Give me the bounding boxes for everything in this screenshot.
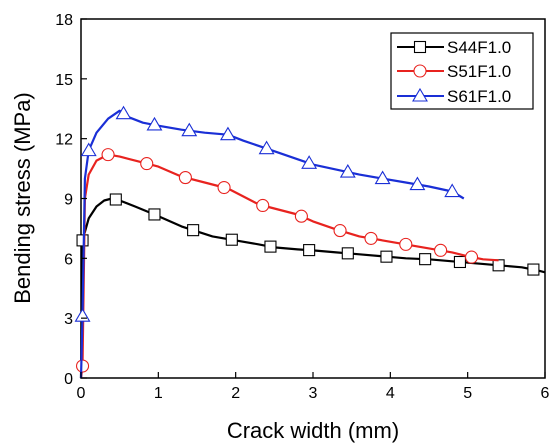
x-tick-label: 1 bbox=[154, 385, 163, 402]
data-point-s61f1.0 bbox=[74, 308, 91, 322]
legend: S44F1.0 S51F1.0 S61F1.0 bbox=[390, 32, 534, 110]
x-tick-label: 5 bbox=[463, 385, 472, 402]
data-point-s51f1.0 bbox=[217, 180, 231, 195]
y-tick-label: 6 bbox=[64, 251, 73, 268]
data-point-s44f1.0 bbox=[76, 234, 89, 247]
data-point-s51f1.0 bbox=[399, 237, 413, 251]
legend-label-s61: S61F1.0 bbox=[447, 87, 511, 106]
y-tick-label: 9 bbox=[64, 192, 73, 209]
data-point-s44f1.0 bbox=[187, 224, 200, 237]
data-point-s44f1.0 bbox=[341, 247, 354, 260]
legend-marker-square bbox=[413, 40, 427, 54]
data-point-s44f1.0 bbox=[527, 263, 540, 276]
data-point-s61f1.0 bbox=[80, 142, 97, 157]
y-tick-label: 18 bbox=[55, 12, 73, 29]
data-point-s61f1.0 bbox=[181, 122, 198, 137]
data-point-s61f1.0 bbox=[219, 126, 236, 141]
data-point-s44f1.0 bbox=[419, 253, 432, 266]
x-axis-label: Crack width (mm) bbox=[227, 418, 399, 443]
data-point-s51f1.0 bbox=[294, 209, 308, 223]
data-point-s51f1.0 bbox=[464, 250, 479, 264]
data-point-s44f1.0 bbox=[225, 233, 238, 246]
y-tick-label: 12 bbox=[55, 132, 73, 149]
data-point-s44f1.0 bbox=[492, 259, 505, 272]
data-point-s51f1.0 bbox=[75, 359, 90, 373]
x-tick-label: 2 bbox=[231, 385, 240, 402]
legend-marker-circle bbox=[413, 64, 427, 78]
data-point-s61f1.0 bbox=[115, 105, 132, 120]
data-point-s44f1.0 bbox=[109, 193, 122, 206]
legend-marker-triangle bbox=[412, 87, 428, 102]
x-tick-label: 0 bbox=[77, 385, 86, 402]
series-line-s44f1.0 bbox=[79, 197, 546, 379]
x-tick-label: 6 bbox=[541, 385, 550, 402]
data-point-s61f1.0 bbox=[444, 183, 461, 198]
data-point-s61f1.0 bbox=[301, 155, 318, 169]
y-axis-label: Bending stress (MPa) bbox=[10, 92, 35, 304]
data-point-s51f1.0 bbox=[333, 224, 347, 238]
y-tick-label: 15 bbox=[55, 72, 73, 89]
series-line-s51f1.0 bbox=[79, 153, 499, 379]
data-point-s61f1.0 bbox=[146, 116, 163, 131]
y-tick-label: 3 bbox=[64, 311, 73, 328]
data-point-s51f1.0 bbox=[178, 171, 192, 185]
data-point-s44f1.0 bbox=[380, 250, 393, 263]
y-tick-label: 0 bbox=[64, 371, 73, 388]
series-layer bbox=[74, 105, 546, 379]
data-point-s51f1.0 bbox=[101, 148, 115, 162]
data-point-s51f1.0 bbox=[434, 243, 448, 257]
data-point-s51f1.0 bbox=[140, 157, 154, 171]
x-tick-label: 3 bbox=[309, 385, 318, 402]
data-point-s61f1.0 bbox=[258, 140, 275, 155]
data-point-s61f1.0 bbox=[409, 176, 426, 191]
data-point-s61f1.0 bbox=[339, 163, 356, 178]
data-point-s61f1.0 bbox=[374, 170, 391, 185]
data-point-s44f1.0 bbox=[303, 244, 316, 257]
x-tick-label: 4 bbox=[386, 385, 395, 402]
data-point-s44f1.0 bbox=[148, 208, 161, 221]
legend-label-s44: S44F1.0 bbox=[447, 38, 511, 57]
data-point-s44f1.0 bbox=[453, 255, 466, 269]
data-point-s51f1.0 bbox=[364, 231, 378, 245]
data-point-s44f1.0 bbox=[264, 240, 277, 253]
legend-label-s51: S51F1.0 bbox=[447, 62, 511, 81]
data-point-s51f1.0 bbox=[256, 198, 270, 213]
